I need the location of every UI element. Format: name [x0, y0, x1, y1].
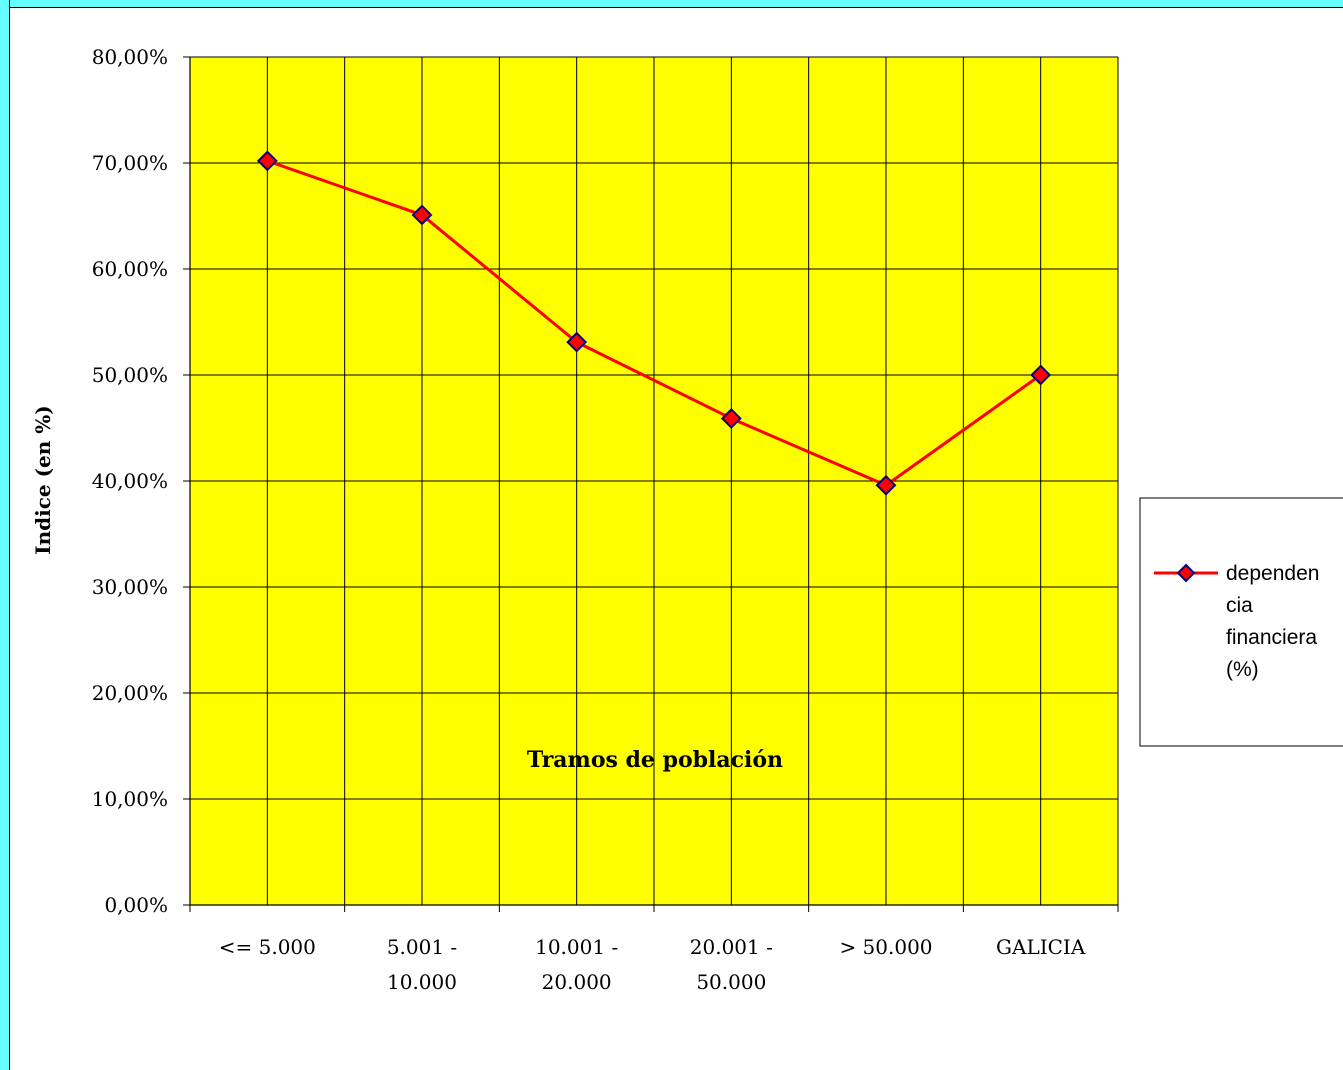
- x-tick-label: 5.001 -: [387, 935, 457, 959]
- y-axis-label: Indice (en %): [31, 405, 55, 555]
- series-line: [266, 159, 1042, 487]
- y-tick-label: 30,00%: [92, 575, 168, 599]
- y-tick-label: 50,00%: [92, 363, 168, 387]
- y-tick-label: 20,00%: [92, 681, 168, 705]
- legend-label: dependen: [1226, 562, 1319, 585]
- legend-label: (%): [1226, 658, 1259, 681]
- x-tick-label: > 50.000: [839, 935, 932, 959]
- frame-border-left: [0, 0, 10, 1070]
- x-tick-label: 10.001 -: [535, 935, 618, 959]
- x-tick-label: 20.001 -: [690, 935, 773, 959]
- data-point-marker: [875, 474, 897, 496]
- x-tick-label: GALICIA: [996, 935, 1086, 959]
- data-point-marker: [256, 150, 278, 172]
- data-point-marker: [411, 204, 433, 226]
- y-tick-label: 40,00%: [92, 469, 168, 493]
- x-axis-label: Tramos de población: [527, 747, 783, 773]
- y-tick-label: 10,00%: [92, 787, 168, 811]
- y-tick-label: 60,00%: [92, 257, 168, 281]
- x-tick-label: 10.000: [387, 970, 457, 994]
- data-point-marker: [1030, 364, 1052, 386]
- frame-border-top: [0, 0, 1343, 8]
- legend-box: [1139, 497, 1343, 747]
- x-tick-label: 50.000: [696, 970, 766, 994]
- legend-marker-swatch: [1176, 563, 1196, 583]
- y-tick-label: 70,00%: [92, 151, 168, 175]
- data-point-marker: [566, 331, 588, 353]
- y-tick-label: 80,00%: [92, 45, 168, 69]
- data-point-marker: [720, 408, 742, 429]
- x-tick-label: <= 5.000: [219, 935, 316, 959]
- legend-label: cia: [1226, 594, 1253, 617]
- legend-label: financiera: [1226, 626, 1317, 649]
- y-tick-label: 0,00%: [104, 893, 168, 917]
- x-tick-label: 20.000: [542, 970, 612, 994]
